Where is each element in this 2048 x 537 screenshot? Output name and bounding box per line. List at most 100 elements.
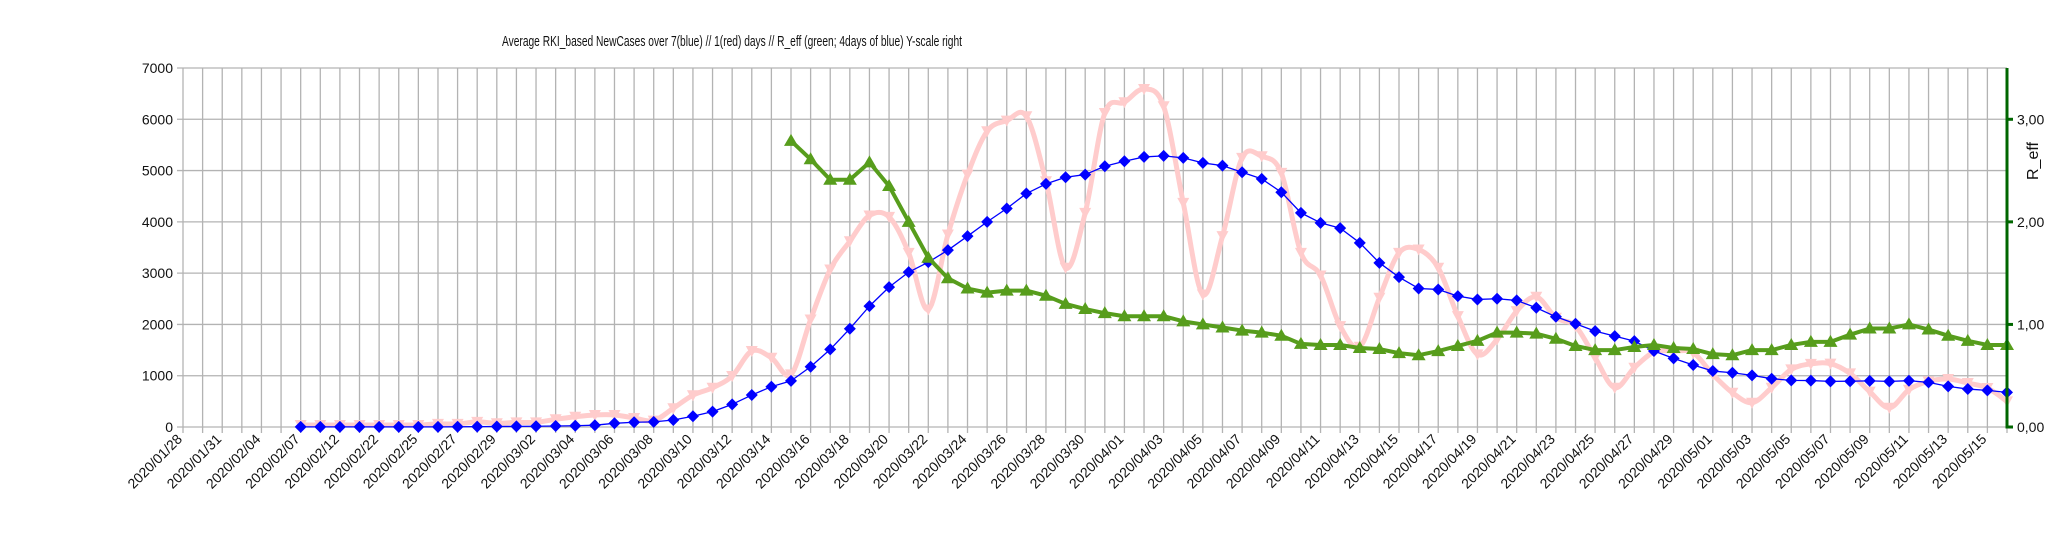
series-green bbox=[784, 133, 2014, 361]
series-blue-point bbox=[1294, 206, 1307, 219]
series-green-point bbox=[1450, 338, 1465, 351]
series-blue-point bbox=[1196, 156, 1209, 169]
series-green-point bbox=[901, 214, 916, 227]
series-red-point bbox=[686, 390, 699, 402]
series-red-point bbox=[1746, 397, 1759, 409]
series-blue-point bbox=[1589, 325, 1602, 338]
series-red-point bbox=[863, 210, 876, 222]
series-blue-point bbox=[1059, 171, 1072, 184]
series-red-point bbox=[1196, 289, 1209, 301]
series-blue-point bbox=[726, 398, 739, 411]
series-green-point bbox=[1215, 320, 1230, 333]
series-red-point bbox=[1412, 244, 1425, 256]
series-blue-point bbox=[1549, 310, 1562, 323]
series-blue-line bbox=[300, 155, 2008, 428]
series-blue-point bbox=[1353, 236, 1366, 249]
series-green-point bbox=[1745, 343, 1760, 356]
y-tick-label: 2000 bbox=[142, 316, 173, 332]
series-blue-point bbox=[510, 420, 523, 433]
series-green-point bbox=[1529, 326, 1544, 339]
series-red-point bbox=[745, 346, 758, 358]
chart-title: Average RKI_based NewCases over 7(blue) … bbox=[502, 33, 963, 50]
series-green-point bbox=[1941, 328, 1956, 341]
series-blue-point bbox=[373, 420, 386, 433]
y-tick-label: 3000 bbox=[142, 265, 173, 281]
series-blue-point bbox=[883, 281, 896, 294]
series-red-point bbox=[1236, 152, 1249, 164]
series-red-point bbox=[726, 371, 739, 383]
series-red-point bbox=[608, 409, 621, 421]
series-red-point bbox=[1373, 292, 1386, 304]
series-blue-point bbox=[1961, 383, 1974, 396]
series-red-point bbox=[1608, 382, 1621, 394]
series-blue-point bbox=[1863, 374, 1876, 387]
series-blue-point bbox=[1510, 294, 1523, 307]
series-green-point bbox=[1038, 288, 1053, 301]
series-green-point bbox=[842, 172, 857, 185]
series-green-point bbox=[1392, 346, 1406, 359]
series-red-point bbox=[1157, 101, 1170, 113]
series-green-point bbox=[960, 281, 975, 294]
series-green-point bbox=[1784, 337, 1799, 350]
series-green-point bbox=[803, 152, 818, 165]
series-blue-point bbox=[765, 380, 778, 393]
series-green-point bbox=[1372, 342, 1387, 355]
series-green-point bbox=[862, 155, 877, 168]
series-red-point bbox=[1883, 402, 1896, 414]
series-green-point bbox=[1980, 337, 1995, 350]
series-blue-point bbox=[1373, 256, 1386, 269]
series-blue-point bbox=[412, 420, 425, 433]
series-blue-point bbox=[471, 420, 484, 433]
series-green-point bbox=[1195, 317, 1210, 330]
gridlines bbox=[177, 67, 2008, 433]
series-green-point bbox=[1823, 334, 1838, 347]
series-red-point bbox=[1334, 321, 1347, 333]
series-green-point bbox=[1490, 325, 1505, 338]
series-blue-point bbox=[1255, 172, 1268, 185]
series-green-point bbox=[1607, 343, 1622, 356]
y-tick-label: 7000 bbox=[142, 60, 173, 76]
series-green-point bbox=[1333, 337, 1348, 350]
series-red-point bbox=[1079, 207, 1092, 219]
series-green-point bbox=[1470, 333, 1485, 346]
series-green-point bbox=[921, 250, 936, 263]
series-green-point bbox=[1431, 344, 1446, 357]
series-blue-point bbox=[1569, 317, 1582, 330]
series-blue-point bbox=[1118, 155, 1131, 168]
series-green-point bbox=[823, 172, 838, 185]
series-blue-point bbox=[628, 416, 641, 429]
series-blue-point bbox=[608, 417, 621, 430]
y-axis-right: 0,00 1,00 2,00 3,00 bbox=[2005, 68, 2044, 435]
series-blue-point bbox=[1432, 283, 1445, 296]
series-red-point bbox=[843, 236, 856, 248]
series-green-point bbox=[1646, 337, 1661, 350]
y2-tick-label: 1,00 bbox=[2017, 316, 2044, 332]
series-red-point bbox=[961, 169, 974, 181]
series-red-point bbox=[824, 264, 837, 276]
series-red-point bbox=[1000, 115, 1013, 127]
series-red-point bbox=[1393, 247, 1405, 259]
series-blue-point bbox=[1883, 375, 1896, 388]
series-blue-point bbox=[1157, 149, 1170, 162]
series-red-point bbox=[1785, 364, 1798, 376]
series-red-point bbox=[667, 403, 680, 415]
series-red-point bbox=[1765, 382, 1778, 394]
series-blue-point bbox=[1785, 374, 1798, 387]
y-tick-label: 4000 bbox=[142, 214, 173, 230]
series-green-point bbox=[882, 178, 897, 191]
series-red-point bbox=[1451, 311, 1464, 323]
series-blue-point bbox=[1098, 160, 1111, 173]
series-red-point bbox=[569, 411, 582, 423]
series-green-point bbox=[1058, 296, 1073, 309]
series-blue-point bbox=[686, 410, 699, 423]
series-blue-point bbox=[1902, 374, 1915, 387]
series-red-point bbox=[941, 229, 954, 241]
series-blue-point bbox=[1765, 372, 1778, 385]
series-blue-point bbox=[1000, 202, 1013, 215]
series-green-point bbox=[1882, 321, 1897, 334]
series-green-point bbox=[1313, 337, 1328, 350]
series-blue-point bbox=[1471, 293, 1484, 306]
series-blue-point bbox=[941, 244, 954, 257]
y2-tick-label: 0,00 bbox=[2017, 419, 2044, 435]
